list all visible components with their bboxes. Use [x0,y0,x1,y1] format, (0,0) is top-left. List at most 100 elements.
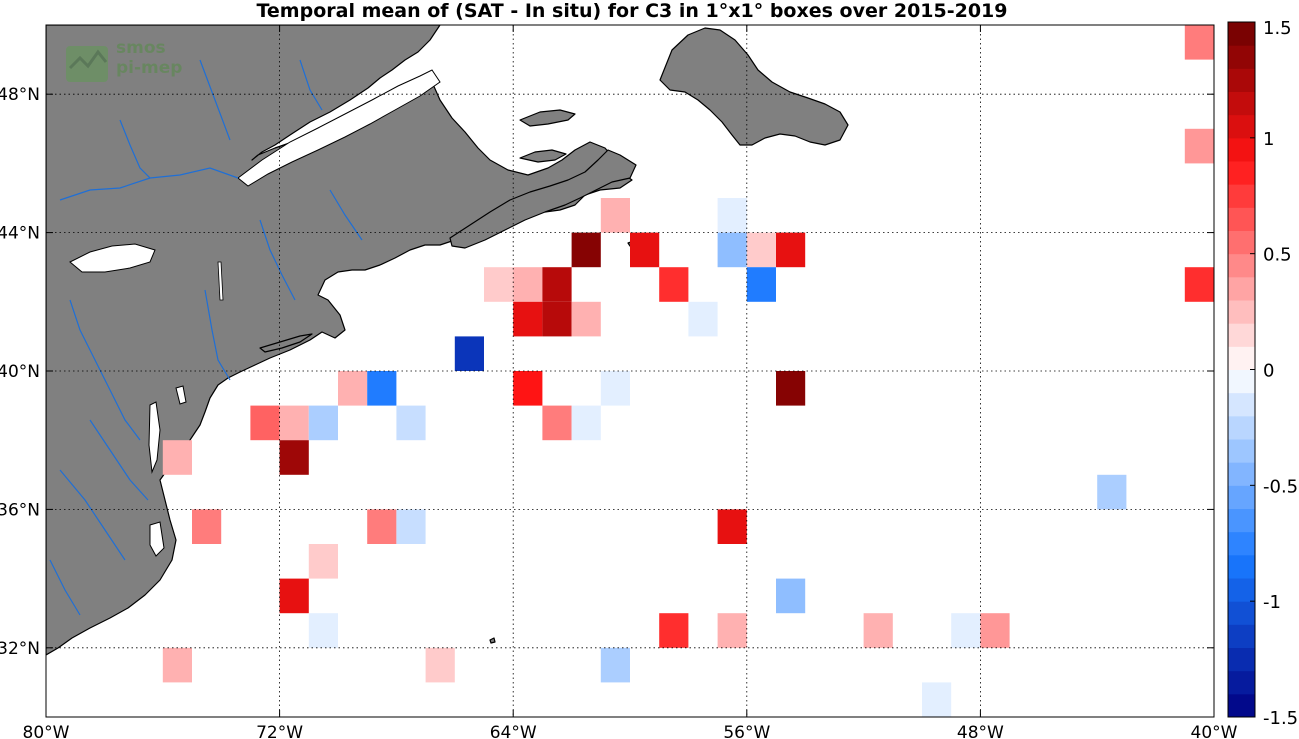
data-cell [542,301,572,337]
colorbar-swatch [1228,253,1255,278]
colorbar-tick-label: 0 [1263,361,1274,382]
data-cell [571,232,601,268]
colorbar-swatch [1228,137,1255,162]
logo-line-1: smos [116,38,166,58]
data-cell [951,613,981,648]
colorbar-swatch [1228,624,1255,648]
data-cell [162,647,192,683]
logo-text: smos pi-mep [116,38,182,78]
colorbar-swatch [1228,184,1255,208]
colorbar-swatch [1228,369,1255,394]
data-cell [600,198,630,233]
data-cell [630,232,660,268]
y-tick-label: 36°N [0,500,40,520]
colorbar-swatch [1228,22,1255,46]
data-cell [717,198,747,233]
colorbar [1228,22,1255,718]
colorbar-swatch [1228,68,1255,92]
colorbar-swatch [1228,300,1255,324]
colorbar-swatch [1228,601,1255,625]
data-cell [162,440,192,475]
axis-ticks [45,25,1215,717]
pamlico-sound [149,521,165,557]
colorbar-swatch [1228,114,1255,139]
data-cell [776,371,806,406]
data-cell [746,232,776,268]
data-cell [308,544,338,579]
river [204,289,231,381]
colorbar-swatch [1228,439,1255,463]
colorbar-swatch [1228,161,1255,185]
data-cell [308,405,338,441]
colorbar-swatch [1228,578,1255,602]
colorbar-swatch [1228,45,1255,69]
data-cell [279,578,309,614]
colorbar-swatch [1228,670,1255,695]
colorbar-swatch [1228,508,1255,533]
lake-ontario [69,243,156,273]
logo-line-2: pi-mep [116,58,183,78]
colorbar-swatch [1228,693,1255,718]
data-cells [162,25,1214,717]
colorbar-tick-label: -1.5 [1263,708,1298,729]
colorbar-swatch [1228,323,1255,347]
colorbar-swatch [1228,554,1255,579]
river [49,559,81,616]
x-tick-label: 72°W [256,723,303,739]
land-layer [46,25,849,656]
data-cell [600,371,630,406]
data-cell [279,405,309,441]
colorbar-tick-label: 0.5 [1263,245,1292,266]
river [119,119,151,179]
colorbar-swatch [1228,647,1255,672]
colorbar-labels: 1.5 1 0.5 0 -0.5 -1 -1.5 [1250,18,1298,729]
st-lawrence-estuary [237,69,441,187]
data-cell [192,509,222,544]
data-cell [1097,474,1127,510]
data-cell [600,647,630,683]
data-cell [776,578,806,614]
colorbar-tick-label: -1 [1263,592,1281,613]
delaware-bay [175,385,187,405]
bermuda-islet [489,637,496,644]
river [89,419,149,501]
logo-icon [66,46,108,82]
y-tick-label: 44°N [0,224,40,244]
x-tick-label: 56°W [723,723,770,739]
colorbar-tick-label: -0.5 [1263,476,1298,497]
colorbar-tick-label: 1.5 [1263,18,1292,39]
data-cell [396,509,426,544]
data-cell [513,267,543,302]
data-cell [746,267,776,302]
data-cell [338,371,368,406]
nova-scotia-cape-breton [449,149,637,249]
colorbar-swatch [1228,485,1255,509]
lake-champlain [217,261,224,301]
data-cell [396,405,426,441]
data-cell [484,267,514,302]
river [259,219,296,301]
y-tick-label: 32°N [0,639,40,659]
anticosti-island [519,109,576,127]
data-cell [659,267,689,302]
river [69,299,141,441]
y-tick-label: 48°N [0,85,40,105]
chart-title: Temporal mean of (SAT - In situ) for C3 … [256,0,1008,22]
x-tick-label: 64°W [490,723,537,739]
river [199,59,231,141]
rivers-layer [49,59,363,616]
data-cell [367,371,397,406]
colorbar-swatch [1228,207,1255,231]
data-cell [659,613,689,648]
data-cell [513,371,543,406]
x-tick-label: 40°W [1191,723,1238,739]
newfoundland [659,27,849,146]
colorbar-swatch [1228,276,1255,301]
data-cell [250,405,280,441]
data-cell [425,647,455,683]
x-tick-label: 80°W [23,723,70,739]
data-cell [454,336,484,371]
colorbar-swatch [1228,531,1255,556]
data-cell [571,405,601,441]
